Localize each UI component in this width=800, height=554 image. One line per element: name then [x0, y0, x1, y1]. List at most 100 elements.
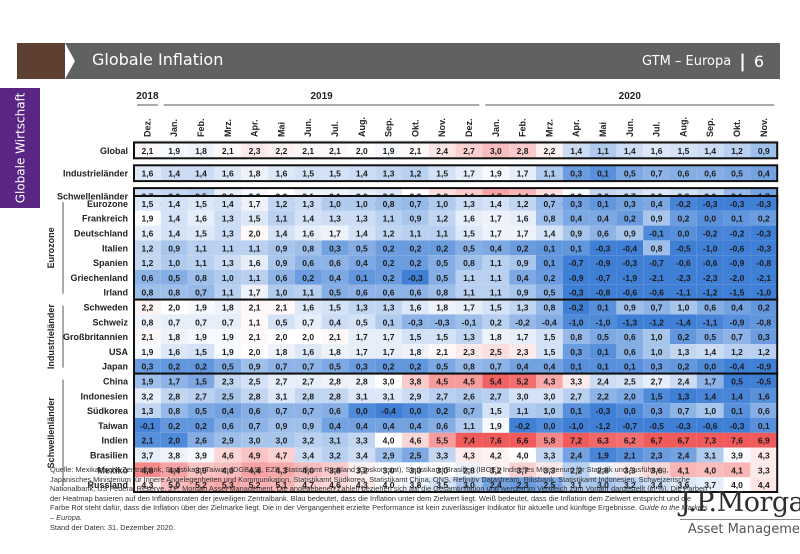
cell-value: 2,2: [141, 303, 153, 313]
cell-value: 0,9: [409, 214, 421, 224]
heatmap-cell: [428, 358, 456, 374]
heatmap-cell: [187, 403, 215, 418]
cell-value: 5,2: [249, 480, 261, 490]
cell-value: 4,1: [677, 465, 689, 475]
heatmap-cell: [375, 432, 402, 448]
heatmap-cell: [455, 165, 483, 181]
heatmap-cell: [321, 447, 349, 463]
cell-value: 1,7: [249, 288, 261, 298]
cell-value: 3,2: [624, 480, 636, 490]
cell-value: 2,3: [517, 347, 529, 357]
heatmap-cell: [723, 270, 751, 285]
cell-value: 0,7: [168, 317, 180, 327]
heatmap-cell: [375, 403, 402, 418]
cell-value: 0,2: [543, 273, 555, 283]
cell-value: 0,4: [329, 273, 341, 283]
heatmap-cell: [643, 447, 670, 463]
heatmap-cell: [348, 240, 376, 256]
heatmap-cell: [616, 403, 644, 418]
cell-value: 0,6: [624, 347, 636, 357]
cell-value: 1,7: [490, 214, 502, 224]
section-tab[interactable]: Globale Wirtschaft: [0, 88, 40, 208]
heatmap-cell: [509, 284, 536, 300]
cell-value: 3,2: [302, 436, 314, 446]
cell-value: 1,5: [490, 406, 502, 416]
heatmap-cell: [723, 210, 751, 226]
heatmap-cell: [643, 358, 670, 374]
heatmap-cell: [670, 403, 697, 418]
cell-value: 0,5: [543, 288, 555, 298]
heatmap-cell: [428, 299, 456, 315]
guide-text: Guide to the Markets – Europa.: [50, 503, 708, 522]
heatmap-cell: [187, 143, 215, 158]
heatmap-cell: [428, 388, 456, 404]
month-label: Mrz.: [223, 119, 233, 137]
cell-value: -0,2: [703, 229, 718, 239]
heatmap-cell: [536, 477, 563, 492]
heatmap-cell: [402, 270, 429, 285]
heatmap-cell: [160, 329, 188, 344]
heatmap-cell: [750, 329, 778, 344]
cell-value: 1,3: [677, 347, 689, 357]
series-label: GTM – Europa: [642, 54, 732, 69]
cell-value: 0,7: [302, 362, 314, 372]
cell-value: -0,6: [622, 288, 637, 298]
heatmap-cell: [402, 344, 429, 359]
heatmap-cell: [670, 240, 697, 256]
cell-value: 4,6: [222, 451, 234, 461]
heatmap-cell: [241, 447, 268, 463]
heatmap-cell: [482, 165, 510, 181]
cell-value: 2,1: [249, 332, 261, 342]
heatmap-cell: [616, 447, 644, 463]
cell-value: 3,2: [141, 391, 153, 401]
heatmap-cell: [321, 358, 349, 374]
heatmap-cell: [160, 210, 188, 226]
heatmap-cell: [214, 270, 242, 285]
cell-value: 3,3: [436, 451, 448, 461]
heatmap-cell: [589, 284, 617, 300]
cell-value: 1,0: [651, 347, 663, 357]
heatmap-cell: [375, 358, 402, 374]
heatmap-cell: [723, 143, 751, 158]
heatmap-cell: [696, 270, 724, 285]
cell-value: 1,6: [141, 169, 153, 179]
heatmap-cell: [482, 388, 510, 404]
cell-value: 0,8: [543, 303, 555, 313]
month-label: Jan.: [491, 119, 501, 137]
cell-value: 0,5: [356, 243, 368, 253]
heatmap-cell: [321, 388, 349, 404]
heatmap-cell: [294, 314, 322, 330]
page-title: Globale Inflation: [92, 50, 224, 69]
cell-value: 0,5: [731, 169, 743, 179]
heatmap-cell: [214, 462, 242, 478]
heatmap-cell: [294, 225, 322, 241]
heatmap-cell: [723, 314, 751, 330]
heatmap-cell: [696, 196, 724, 211]
heatmap-cell: [643, 388, 670, 404]
heatmap-cell: [160, 270, 188, 285]
cell-value: 1,4: [356, 169, 368, 179]
heatmap-cell: [750, 270, 778, 285]
heatmap-cell: [643, 344, 670, 359]
cell-value: 0,6: [249, 406, 261, 416]
cell-value: -0,9: [756, 362, 771, 372]
cell-value: 7,3: [704, 436, 716, 446]
cell-value: 1,1: [222, 243, 234, 253]
heatmap-cell: [750, 225, 778, 241]
heatmap-cell: [402, 477, 429, 492]
heatmap-cell: [643, 255, 670, 270]
heatmap-cell: [616, 314, 644, 330]
heatmap-cell: [375, 210, 402, 226]
heatmap-cell: [455, 143, 483, 158]
cell-value: 0,2: [436, 243, 448, 253]
cell-value: 2,7: [570, 391, 582, 401]
header-accent-block: [17, 43, 65, 79]
heatmap-cell: [241, 388, 268, 404]
heatmap-cell: [348, 210, 376, 226]
heatmap-cell: [750, 432, 778, 448]
cell-value: 6,6: [517, 436, 529, 446]
cell-value: 2,5: [249, 377, 261, 387]
cell-value: 0,7: [302, 317, 314, 327]
heatmap-cell: [482, 477, 510, 492]
heatmap-cell: [214, 165, 242, 181]
